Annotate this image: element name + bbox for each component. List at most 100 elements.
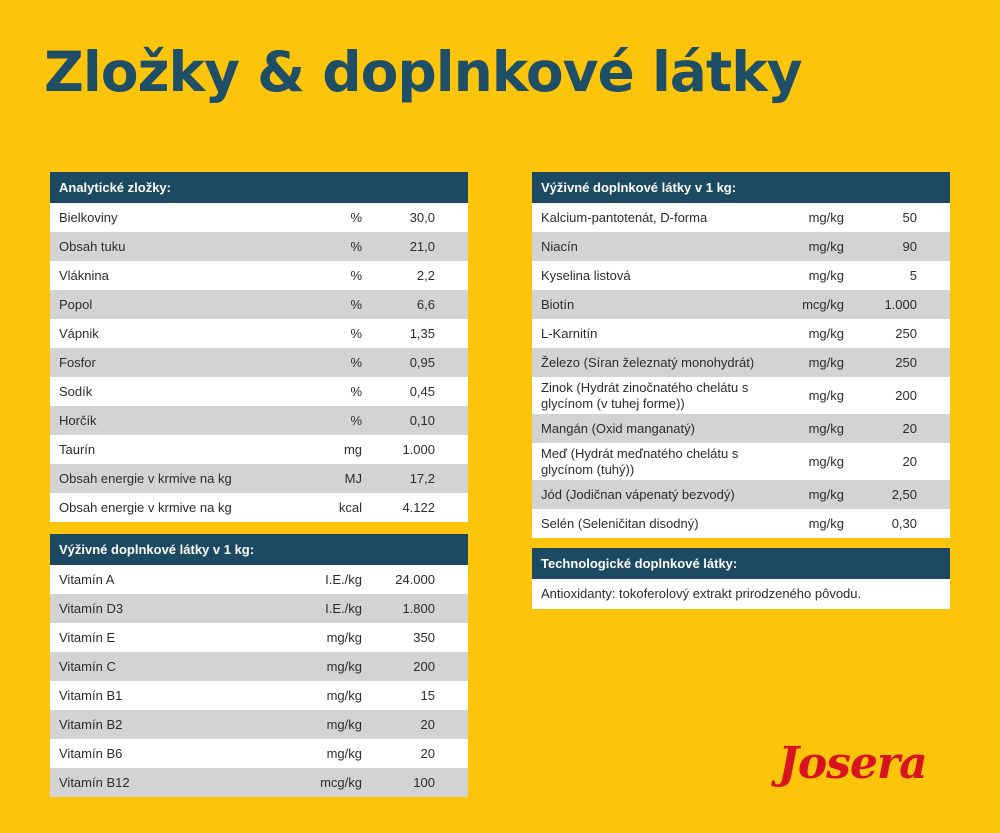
vitamins-panel: Výživné doplnkové látky v 1 kg: Vitamín …: [50, 534, 468, 797]
row-name: Obsah energie v krmive na kg: [59, 500, 232, 515]
row-unit: mg/kg: [808, 487, 844, 502]
row-unit: mcg/kg: [320, 775, 362, 790]
row-name: Horčík: [59, 413, 97, 428]
nutritional-header: Výživné doplnkové látky v 1 kg:: [532, 172, 950, 203]
row-name: Vitamín E: [59, 630, 116, 645]
row-name: Mangán (Oxid manganatý): [541, 421, 695, 436]
row-value: 20: [420, 717, 435, 732]
row-unit: %: [350, 326, 362, 341]
row-value: 1.800: [402, 601, 435, 616]
table-row: Vápnik% 1,35: [50, 319, 468, 348]
row-name: Jód (Jodičnan vápenatý bezvodý): [541, 487, 735, 502]
row-name: Železo (Síran železnatý monohydrát): [541, 355, 755, 370]
row-unit: %: [350, 355, 362, 370]
table-row: Vitamín D3 I.E./kg 1.800: [50, 594, 468, 623]
vitamins-table: Vitamín A I.E./kg 24.000 Vitamín D3 I.E./kg 1…: [50, 565, 468, 797]
row-value: 50: [902, 210, 917, 225]
row-value: 21,0: [409, 239, 435, 254]
table-row: Obsah energie v krmive na kg kcal 4.122: [50, 493, 468, 522]
table-row: Obsah energie v krmive na kg MJ 17,2: [50, 464, 468, 493]
row-unit: mg/kg: [808, 421, 844, 436]
row-value: 0,45: [409, 384, 435, 399]
row-name: Vápnik: [59, 326, 99, 341]
row-value: 30,0: [409, 210, 435, 225]
table-row: Sodík% 0,45: [50, 377, 468, 406]
table-row: Taurín mg 1.000: [50, 435, 468, 464]
table-row: Fosfor% 0,95: [50, 348, 468, 377]
row-name: Sodík: [59, 384, 93, 399]
row-name: Selén (Seleničitan disodný): [541, 516, 699, 531]
table-row: Vitamín B2 mg/kg 20: [50, 710, 468, 739]
table-row: Horčík% 0,10: [50, 406, 468, 435]
row-unit: mg/kg: [326, 659, 362, 674]
table-row: Meď (Hydrát meďnatého chelátu s glycínom…: [532, 443, 950, 480]
row-unit: mg/kg: [326, 630, 362, 645]
row-unit: %: [350, 413, 362, 428]
row-name: Vláknina: [59, 268, 109, 283]
row-name: Vitamín C: [59, 659, 116, 674]
table-row: Jód (Jodičnan vápenatý bezvodý) mg/kg 2,50: [532, 480, 950, 509]
row-name: Kyselina listová: [541, 268, 631, 283]
row-name: Vitamín B6: [59, 746, 123, 761]
table-row: Vitamín E mg/kg 350: [50, 623, 468, 652]
row-unit: I.E./kg: [325, 572, 362, 587]
table-row: Kalcium-pantotenát, D-forma mg/kg 50: [532, 203, 950, 232]
row-unit: mg: [343, 442, 362, 457]
row-name: Popol: [59, 297, 93, 312]
table-row: Železo (Síran železnatý monohydrát) mg/kg…: [532, 348, 950, 377]
row-name: Fosfor: [59, 355, 96, 370]
row-name: Vitamín B2: [59, 717, 123, 732]
row-unit: MJ: [344, 471, 362, 486]
row-value: 20: [420, 746, 435, 761]
row-value: 24.000: [395, 572, 435, 587]
row-value: 20: [902, 453, 917, 469]
table-row: Niacín mg/kg 90: [532, 232, 950, 261]
row-name: Biotín: [541, 297, 575, 312]
row-value: 0,30: [891, 516, 917, 531]
table-row: Kyselina listová mg/kg 5: [532, 261, 950, 290]
table-row: Popol% 6,6: [50, 290, 468, 319]
row-value: 2,2: [416, 268, 435, 283]
page-title: Zložky & doplnkové látky: [44, 40, 803, 104]
row-unit: mcg/kg: [802, 297, 844, 312]
josera-logo: Josera: [778, 738, 928, 789]
row-unit: mg/kg: [808, 326, 844, 341]
row-unit: I.E./kg: [325, 601, 362, 616]
row-value: 0,10: [409, 413, 435, 428]
row-unit: mg/kg: [808, 453, 844, 469]
table-row: Vláknina% 2,2: [50, 261, 468, 290]
row-name: Kalcium-pantotenát, D-forma: [541, 210, 708, 225]
table-row: L-Karnitín mg/kg 250: [532, 319, 950, 348]
technological-panel: Technologické doplnkové látky: Antioxida…: [532, 548, 950, 609]
technological-text: Antioxidanty: tokoferolový extrakt priro…: [532, 579, 950, 609]
row-value: 1.000: [884, 297, 917, 312]
row-value: 250: [895, 326, 917, 341]
table-row: Bielkoviny% 30,0: [50, 203, 468, 232]
row-unit: %: [350, 268, 362, 283]
row-unit: mg/kg: [808, 387, 844, 403]
table-row: Vitamín C mg/kg 200: [50, 652, 468, 681]
row-unit: mg/kg: [808, 355, 844, 370]
row-value: 1,35: [409, 326, 435, 341]
row-name: Zinok (Hydrát zinočnatého chelátu s glyc…: [541, 379, 749, 411]
row-value: 5: [909, 268, 917, 283]
row-unit: kcal: [338, 500, 362, 515]
row-unit: %: [350, 210, 362, 225]
row-name: Vitamín B12: [59, 775, 130, 790]
analytic-table: Bielkoviny% 30,0 Obsah tuku% 21,0 Vláknina% 2…: [50, 203, 468, 522]
row-value: 90: [902, 239, 917, 254]
table-row: Vitamín A I.E./kg 24.000: [50, 565, 468, 594]
row-unit: %: [350, 384, 362, 399]
row-value: 200: [895, 387, 917, 403]
table-row: Selén (Seleničitan disodný) mg/kg 0,30: [532, 509, 950, 538]
row-name: Bielkoviny: [59, 210, 118, 225]
row-name: Obsah energie v krmive na kg: [59, 471, 232, 486]
row-name: Vitamín A: [59, 572, 115, 587]
row-value: 2,50: [891, 487, 917, 502]
table-row: Obsah tuku% 21,0: [50, 232, 468, 261]
row-value: 350: [413, 630, 435, 645]
nutritional-table: Kalcium-pantotenát, D-forma mg/kg 50 Niacín…: [532, 203, 950, 538]
row-name: Vitamín D3: [59, 601, 124, 616]
row-value: 6,6: [416, 297, 435, 312]
table-row: Vitamín B1 mg/kg 15: [50, 681, 468, 710]
